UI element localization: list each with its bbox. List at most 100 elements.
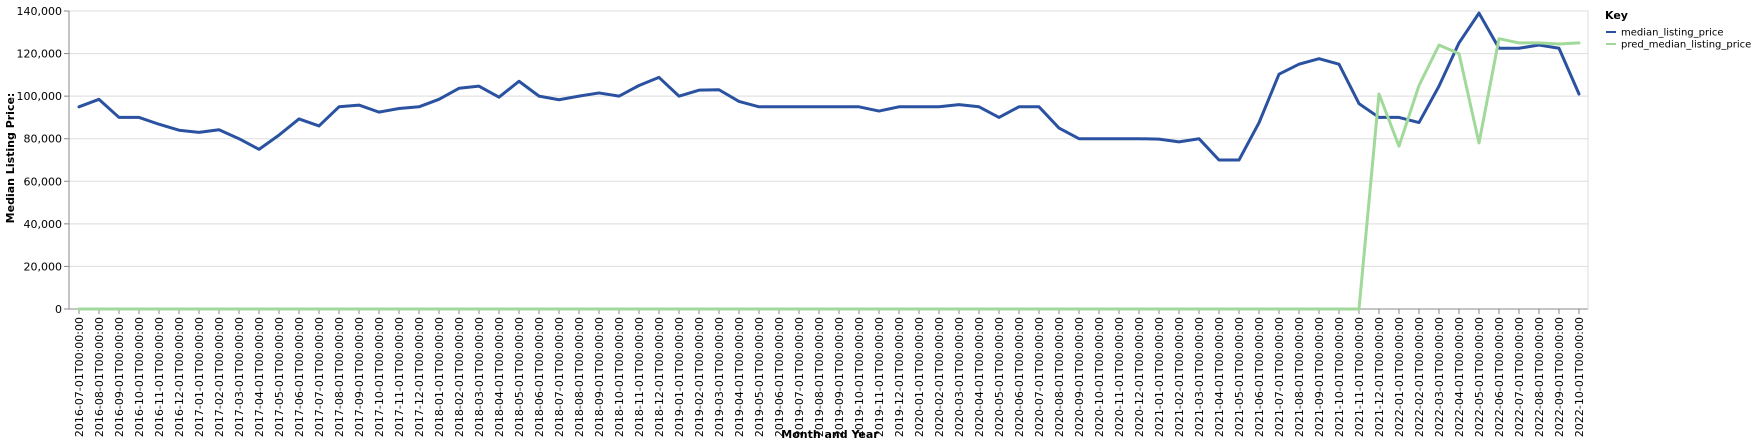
x-tick-label: 2020-09-01T00:00:00 <box>1073 317 1086 437</box>
x-tick-label: 2016-07-01T00:00:00 <box>73 317 86 437</box>
x-tick-label: 2019-09-01T00:00:00 <box>833 317 846 437</box>
x-tick-label: 2021-04-01T00:00:00 <box>1213 317 1226 437</box>
y-tick-label: 80,000 <box>24 133 63 146</box>
x-tick-label: 2019-10-01T00:00:00 <box>853 317 866 437</box>
x-tick-label: 2019-02-01T00:00:00 <box>693 317 706 437</box>
x-axis-ticks: 2016-07-01T00:00:00 2016-08-01T00:00:00 20… <box>73 309 1586 437</box>
x-tick-label: 2019-04-01T00:00:00 <box>733 317 746 437</box>
x-tick-label: 2017-05-01T00:00:00 <box>273 317 286 437</box>
x-tick-label: 2016-12-01T00:00:00 <box>173 317 186 437</box>
x-tick-label: 2020-11-01T00:00:00 <box>1113 317 1126 437</box>
x-tick-label: 2021-12-01T00:00:00 <box>1373 317 1386 437</box>
x-tick-label: 2022-09-01T00:00:00 <box>1553 317 1566 437</box>
x-tick-label: 2020-02-01T00:00:00 <box>933 317 946 437</box>
x-tick-label: 2017-07-01T00:00:00 <box>313 317 326 437</box>
y-tick-label: 60,000 <box>24 175 63 188</box>
x-tick-label: 2018-03-01T00:00:00 <box>473 317 486 437</box>
gridlines <box>69 10 1588 310</box>
legend-label: pred_median_listing_price <box>1621 40 1751 51</box>
x-tick-label: 2017-11-01T00:00:00 <box>393 317 406 437</box>
x-tick-label: 2017-08-01T00:00:00 <box>333 317 346 437</box>
x-tick-label: 2021-03-01T00:00:00 <box>1193 317 1206 437</box>
y-tick-label: 140,000 <box>17 5 63 18</box>
y-tick-label: 40,000 <box>24 218 63 231</box>
x-tick-label: 2018-01-01T00:00:00 <box>433 317 446 437</box>
x-tick-label: 2016-09-01T00:00:00 <box>113 317 126 437</box>
x-tick-label: 2018-04-01T00:00:00 <box>493 317 506 437</box>
x-tick-label: 2020-04-01T00:00:00 <box>973 317 986 437</box>
x-tick-label: 2020-03-01T00:00:00 <box>953 317 966 437</box>
x-tick-label: 2018-10-01T00:00:00 <box>613 317 626 437</box>
x-tick-label: 2018-02-01T00:00:00 <box>453 317 466 437</box>
x-tick-label: 2022-10-01T00:00:00 <box>1573 317 1586 437</box>
axes <box>68 11 1589 310</box>
x-tick-label: 2020-10-01T00:00:00 <box>1093 317 1106 437</box>
x-tick-label: 2020-05-01T00:00:00 <box>993 317 1006 437</box>
x-tick-label: 2021-11-01T00:00:00 <box>1353 317 1366 437</box>
series-lines <box>77 11 1581 311</box>
x-tick-label: 2017-09-01T00:00:00 <box>353 317 366 437</box>
y-axis-ticks: 0 20,000 40,000 60,000 80,000 100,000 120,000 1… <box>17 5 69 316</box>
x-tick-label: 2019-08-01T00:00:00 <box>813 317 826 437</box>
x-tick-label: 2018-09-01T00:00:00 <box>593 317 606 437</box>
x-tick-label: 2018-05-01T00:00:00 <box>513 317 526 437</box>
y-tick-label: 0 <box>55 303 62 316</box>
x-tick-label: 2022-08-01T00:00:00 <box>1533 317 1546 437</box>
x-tick-label: 2021-02-01T00:00:00 <box>1173 317 1186 437</box>
x-tick-label: 2020-01-01T00:00:00 <box>913 317 926 437</box>
x-tick-label: 2017-06-01T00:00:00 <box>293 317 306 437</box>
legend-label: median_listing_price <box>1621 28 1724 39</box>
x-tick-label: 2019-12-01T00:00:00 <box>893 317 906 437</box>
x-tick-label: 2019-03-01T00:00:00 <box>713 317 726 437</box>
y-tick-label: 100,000 <box>17 90 63 103</box>
x-tick-label: 2020-06-01T00:00:00 <box>1013 317 1026 437</box>
x-tick-label: 2019-06-01T00:00:00 <box>773 317 786 437</box>
x-tick-label: 2018-12-01T00:00:00 <box>653 317 666 437</box>
x-tick-label: 2022-05-01T00:00:00 <box>1473 317 1486 437</box>
x-tick-label: 2016-11-01T00:00:00 <box>153 317 166 437</box>
x-tick-label: 2018-07-01T00:00:00 <box>553 317 566 437</box>
x-tick-label: 2017-03-01T00:00:00 <box>233 317 246 437</box>
x-tick-label: 2022-07-01T00:00:00 <box>1513 317 1526 437</box>
x-tick-label: 2022-06-01T00:00:00 <box>1493 317 1506 437</box>
x-tick-label: 2021-10-01T00:00:00 <box>1333 317 1346 437</box>
x-tick-label: 2020-08-01T00:00:00 <box>1053 317 1066 437</box>
x-tick-label: 2019-05-01T00:00:00 <box>753 317 766 437</box>
x-axis-title: Month and Year <box>781 428 879 441</box>
y-axis-title: Median Listing Price: <box>4 93 17 224</box>
x-tick-label: 2022-01-01T00:00:00 <box>1393 317 1406 437</box>
x-tick-label: 2016-08-01T00:00:00 <box>93 317 106 437</box>
x-tick-label: 2021-09-01T00:00:00 <box>1313 317 1326 437</box>
legend-items: median_listing_pricepred_median_listing_… <box>1606 28 1751 51</box>
legend-title: Key <box>1605 9 1628 22</box>
x-tick-label: 2021-05-01T00:00:00 <box>1233 317 1246 437</box>
x-tick-label: 2017-12-01T00:00:00 <box>413 317 426 437</box>
y-tick-label: 20,000 <box>24 260 63 273</box>
x-tick-label: 2021-01-01T00:00:00 <box>1153 317 1166 437</box>
series-line-pred_median_listing_price <box>77 37 1581 311</box>
x-tick-label: 2020-12-01T00:00:00 <box>1133 317 1146 437</box>
x-tick-label: 2018-08-01T00:00:00 <box>573 317 586 437</box>
x-tick-label: 2017-10-01T00:00:00 <box>373 317 386 437</box>
x-tick-label: 2018-06-01T00:00:00 <box>533 317 546 437</box>
x-tick-label: 2022-02-01T00:00:00 <box>1413 317 1426 437</box>
x-tick-label: 2022-04-01T00:00:00 <box>1453 317 1466 437</box>
x-tick-label: 2021-07-01T00:00:00 <box>1273 317 1286 437</box>
x-tick-label: 2019-11-01T00:00:00 <box>873 317 886 437</box>
x-tick-label: 2016-10-01T00:00:00 <box>133 317 146 437</box>
x-tick-label: 2019-01-01T00:00:00 <box>673 317 686 437</box>
x-tick-label: 2021-08-01T00:00:00 <box>1293 317 1306 437</box>
series-line-median_listing_price <box>77 11 1581 162</box>
x-tick-label: 2022-03-01T00:00:00 <box>1433 317 1446 437</box>
legend: Key median_listing_pricepred_median_list… <box>1605 9 1751 51</box>
x-tick-label: 2021-06-01T00:00:00 <box>1253 317 1266 437</box>
x-tick-label: 2020-07-01T00:00:00 <box>1033 317 1046 437</box>
x-tick-label: 2017-01-01T00:00:00 <box>193 317 206 437</box>
x-tick-label: 2017-04-01T00:00:00 <box>253 317 266 437</box>
x-tick-label: 2017-02-01T00:00:00 <box>213 317 226 437</box>
x-tick-label: 2019-07-01T00:00:00 <box>793 317 806 437</box>
y-tick-label: 120,000 <box>17 48 63 61</box>
x-tick-label: 2018-11-01T00:00:00 <box>633 317 646 437</box>
